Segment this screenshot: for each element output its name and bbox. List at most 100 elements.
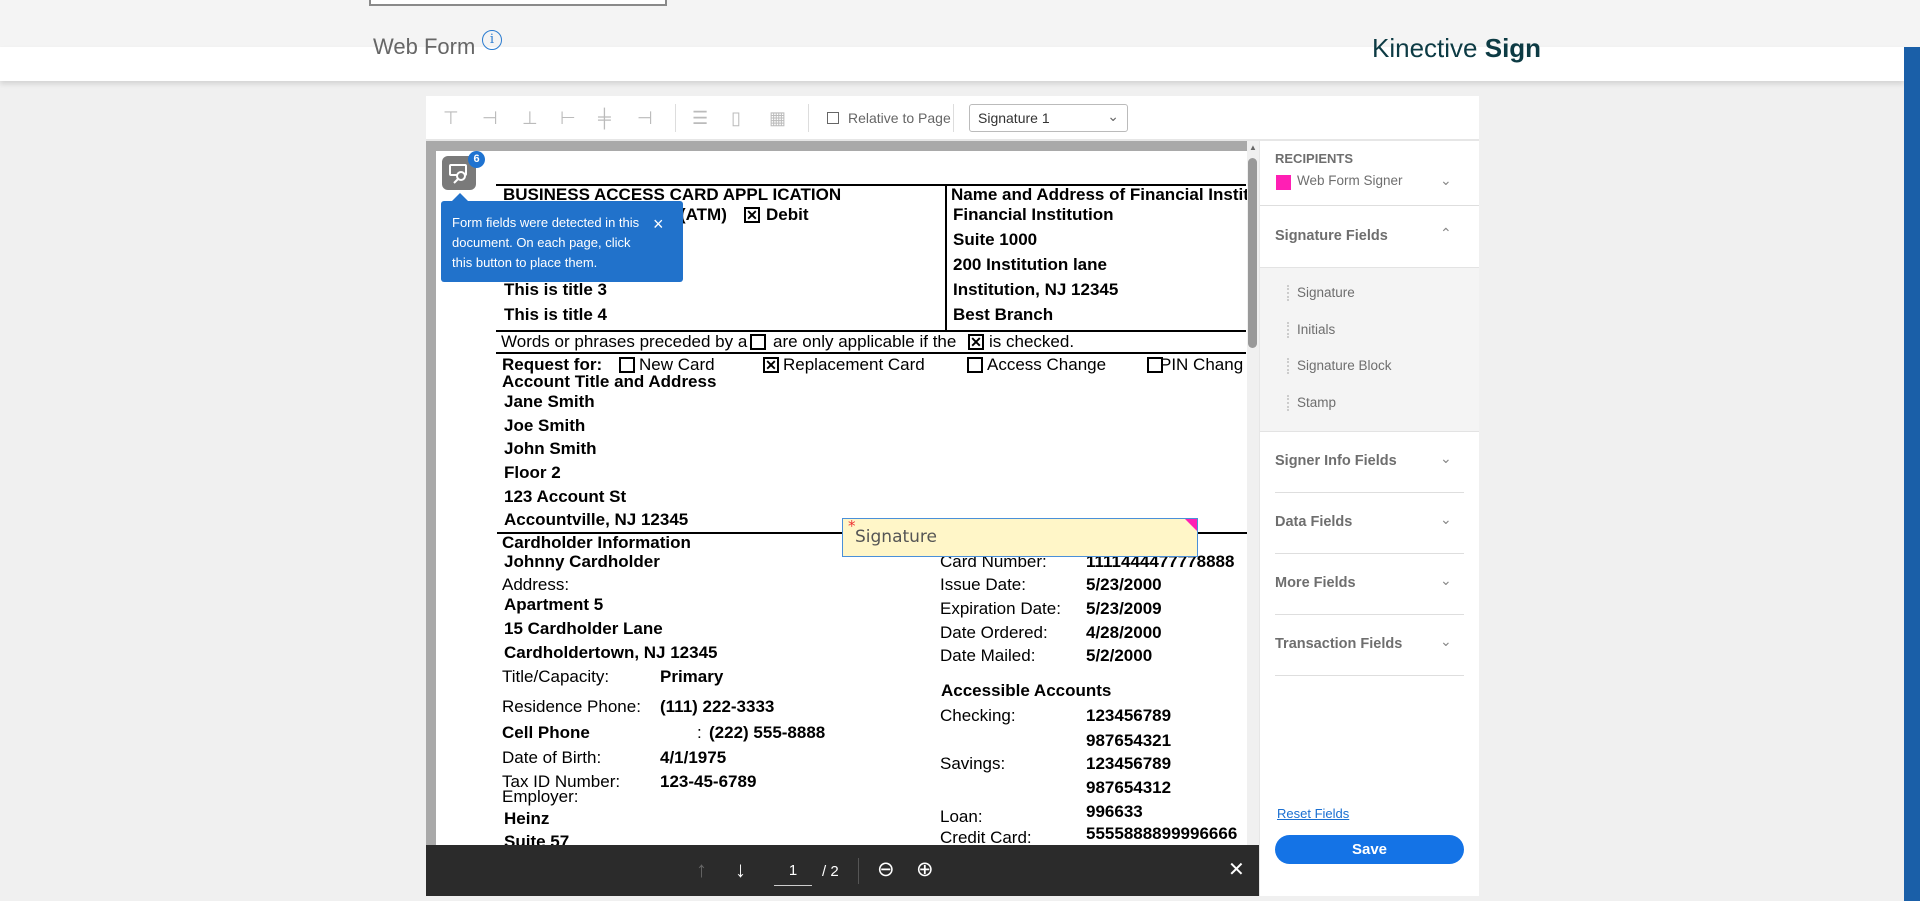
- required-icon: *: [848, 517, 856, 535]
- field-label: Expiration Date:: [940, 599, 1061, 618]
- document-text: 123456789: [1086, 754, 1172, 773]
- document-text: 987654321: [1086, 731, 1172, 750]
- relative-to-page-label: Relative to Page: [848, 110, 951, 126]
- document-text: is checked.: [989, 332, 1075, 351]
- document-scrollbar-thumb[interactable]: [1248, 158, 1257, 348]
- zoom-out-icon[interactable]: ⊖: [877, 858, 895, 881]
- recipients-label: RECIPIENTS: [1275, 151, 1354, 166]
- document-text: Loan:: [940, 807, 983, 826]
- field-type-stamp[interactable]: Stamp: [1286, 395, 1337, 411]
- recipient-color-marker: [1185, 519, 1197, 531]
- document-text: Credit Card:: [940, 828, 1032, 845]
- document-text: Floor 2: [504, 463, 561, 482]
- field-value: 123-45-6789: [660, 772, 757, 791]
- align-middle-icon[interactable]: ⊣: [482, 108, 498, 128]
- field-value: (111) 222-3333: [660, 697, 775, 716]
- distribute-horizontal-icon[interactable]: ▯: [731, 108, 741, 128]
- chevron-down-icon[interactable]: ⌄: [1440, 511, 1452, 527]
- document-text: 987654312: [1086, 778, 1172, 797]
- alignment-toolbar: [426, 96, 1479, 141]
- relative-to-page-checkbox[interactable]: [827, 112, 839, 124]
- document-text: 5555888899996666: [1086, 824, 1238, 843]
- document-text: Accountville, NJ 12345: [504, 510, 689, 529]
- document-text: Suite 57: [504, 832, 570, 845]
- field-type-signature[interactable]: Signature: [1287, 285, 1355, 301]
- chevron-down-icon[interactable]: ⌄: [1440, 633, 1452, 649]
- field-label: Residence Phone:: [502, 697, 641, 716]
- app-header: [0, 47, 1904, 81]
- field-value: (222) 555-8888: [709, 723, 826, 742]
- divider: [1260, 205, 1479, 206]
- align-left-icon[interactable]: ⊢: [560, 108, 576, 128]
- request-option: Replacement Card: [783, 355, 925, 374]
- pager-bar: [426, 845, 1259, 896]
- page-title: Web Form: [373, 34, 476, 59]
- zoom-in-icon[interactable]: ⊕: [916, 858, 934, 881]
- previous-page-icon[interactable]: ↑: [696, 857, 707, 882]
- document-text: are only applicable if the: [773, 332, 957, 351]
- sidebar-section-signature-fields[interactable]: Signature Fields: [1275, 228, 1388, 244]
- document-text: Jane Smith: [504, 392, 595, 411]
- page-number-input[interactable]: 1: [774, 858, 812, 886]
- document-checkbox: [619, 357, 635, 373]
- recipient-color-swatch: [1276, 175, 1291, 190]
- chevron-up-icon[interactable]: ⌃: [1440, 225, 1452, 241]
- sidebar-section-signer-info-fields[interactable]: Signer Info Fields: [1275, 453, 1397, 469]
- document-checkbox: ✕: [744, 207, 760, 223]
- form-title: BUSINESS ACCESS CARD APPL ICATION: [503, 185, 842, 204]
- document-text: Joe Smith: [504, 416, 586, 435]
- top-tab-outline: [369, 0, 667, 6]
- document-text: John Smith: [504, 439, 597, 458]
- document-text: Apartment 5: [504, 595, 604, 614]
- field-label: Tax ID Number:: [502, 772, 621, 791]
- request-option: Access Change: [987, 355, 1107, 374]
- document-text: 15 Cardholder Lane: [504, 619, 663, 638]
- document-text: This is title 4: [504, 305, 607, 324]
- field-type-initials[interactable]: Initials: [1286, 322, 1336, 338]
- document-rule: [945, 185, 947, 331]
- sidebar-section-transaction-fields[interactable]: Transaction Fields: [1275, 636, 1403, 652]
- toolbar-divider: [953, 104, 954, 132]
- pager-divider: [858, 858, 859, 884]
- window-scrollbar[interactable]: [1904, 47, 1920, 901]
- recipient-select[interactable]: Web Form Signer: [1297, 173, 1403, 188]
- scroll-up-icon[interactable]: ▲: [1249, 143, 1257, 152]
- chevron-down-icon[interactable]: ⌄: [1440, 172, 1452, 188]
- next-page-icon[interactable]: ↓: [735, 857, 746, 882]
- field-value: 5/23/2009: [1086, 599, 1162, 618]
- document-checkbox: ✕: [763, 357, 779, 373]
- document-text: 996633: [1086, 802, 1143, 821]
- sidebar-section-data-fields[interactable]: Data Fields: [1275, 514, 1353, 530]
- reset-fields-link[interactable]: Reset Fields: [1277, 806, 1350, 821]
- close-viewer-icon[interactable]: ✕: [1228, 859, 1245, 881]
- divider: [1275, 553, 1464, 554]
- info-icon[interactable]: i: [482, 30, 502, 50]
- chevron-down-icon[interactable]: ⌄: [1440, 572, 1452, 588]
- distribute-vertical-icon[interactable]: ☰: [692, 108, 709, 128]
- field-label: Title/Capacity:: [502, 667, 610, 686]
- brand-bold: Sign: [1484, 33, 1542, 63]
- document-text: Words or phrases preceded by a: [501, 332, 748, 351]
- sidebar-section-more-fields[interactable]: More Fields: [1275, 575, 1356, 591]
- field-type-signature-block[interactable]: Signature Block: [1287, 358, 1392, 374]
- detect-tooltip: Form fields were detected in this docume…: [441, 201, 683, 282]
- save-button[interactable]: Save: [1275, 835, 1464, 864]
- close-icon[interactable]: ×: [653, 214, 664, 234]
- document-text: Best Branch: [953, 305, 1054, 324]
- align-right-icon[interactable]: ⊣: [637, 108, 653, 128]
- document-text: Address:: [502, 575, 570, 594]
- chevron-down-icon: ⌄: [1107, 108, 1119, 124]
- chevron-down-icon[interactable]: ⌄: [1440, 450, 1452, 466]
- signature-field[interactable]: * Signature: [842, 517, 1198, 557]
- align-center-icon[interactable]: ╪: [598, 108, 611, 128]
- document-text: Institution, NJ 12345: [953, 280, 1119, 299]
- align-bottom-icon[interactable]: ⊥: [522, 108, 538, 128]
- signature-field-label: Signature: [855, 527, 938, 547]
- form-search-icon: [449, 164, 467, 184]
- page-total: / 2: [822, 863, 839, 880]
- document-rule: [496, 330, 1246, 332]
- match-size-icon[interactable]: ▦: [769, 108, 787, 128]
- signature-fields-list: [1260, 267, 1479, 432]
- signature-select[interactable]: Signature 1 ⌄: [969, 104, 1128, 132]
- align-top-icon[interactable]: ⊤: [443, 108, 459, 128]
